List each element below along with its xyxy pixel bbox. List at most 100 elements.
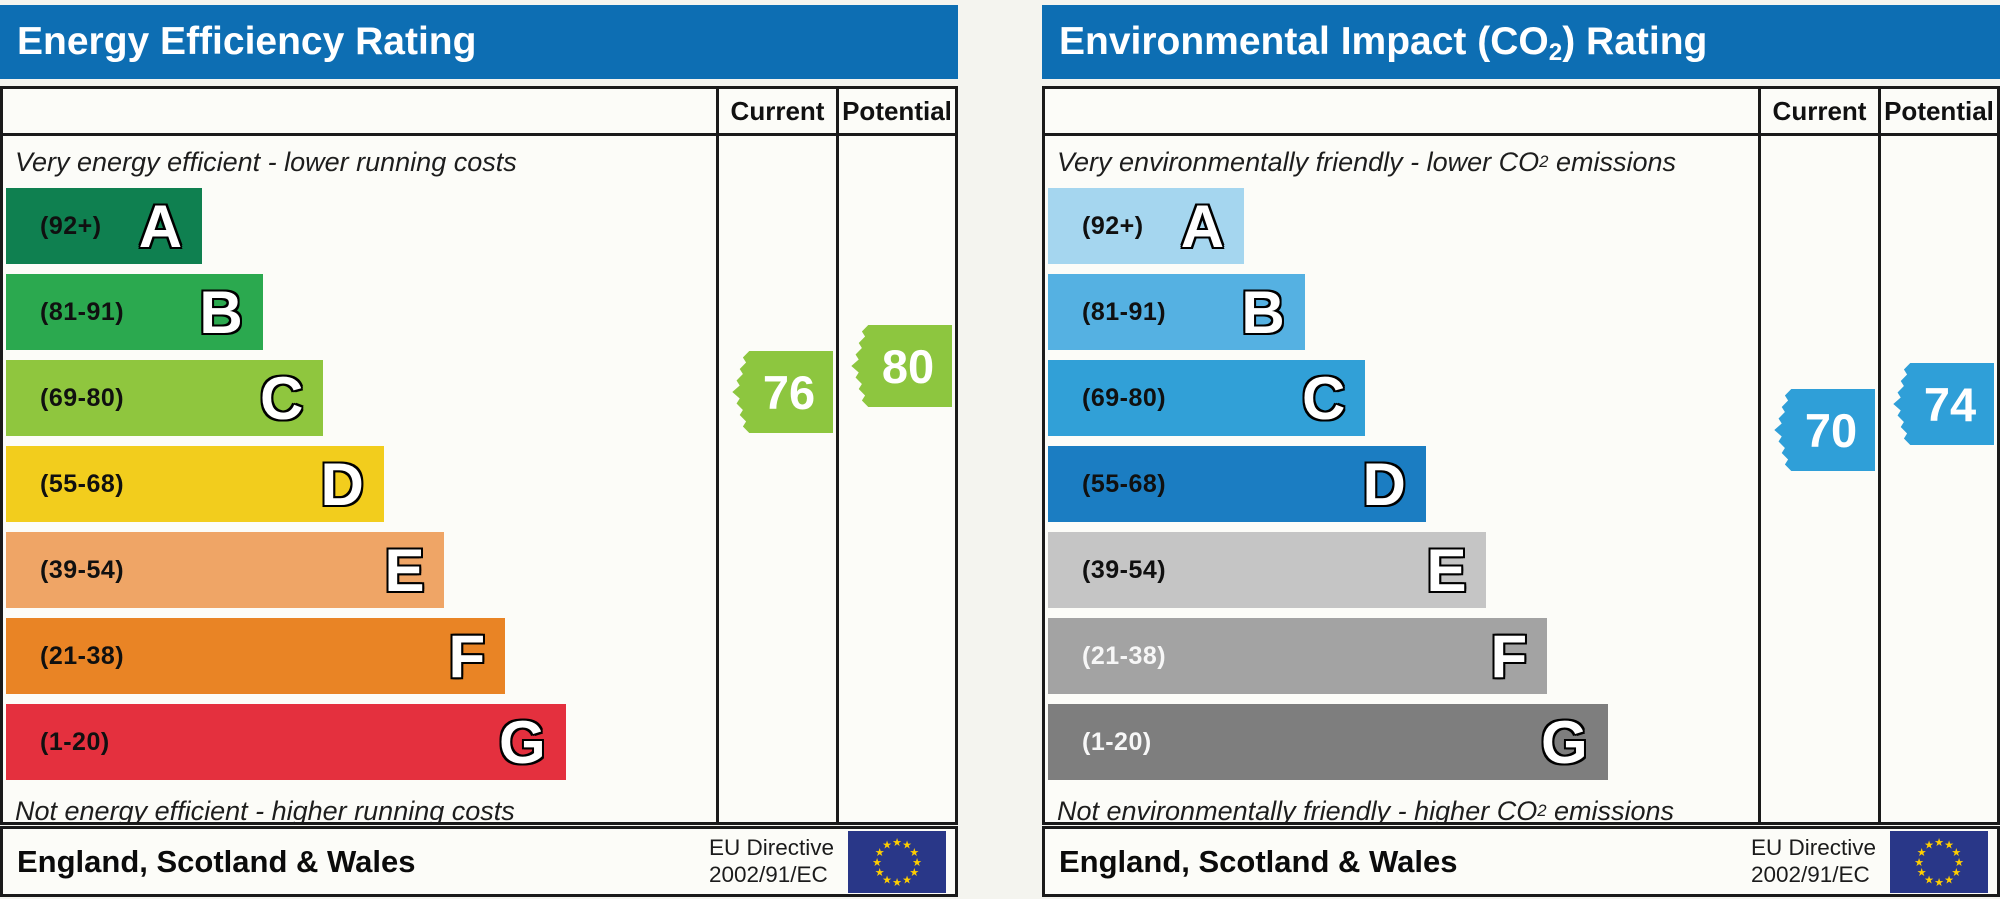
- band-b: (81-91) B: [1048, 274, 1305, 350]
- band-letter: E: [1426, 536, 1467, 604]
- svg-text:★: ★: [912, 856, 922, 869]
- svg-text:★: ★: [1954, 856, 1964, 869]
- caption-text: Not environmentally friendly - higher CO: [1057, 795, 1538, 823]
- svg-text:★: ★: [1944, 873, 1954, 886]
- potential-rating-arrow: 80: [851, 325, 952, 407]
- band-range-label: (92+): [1082, 211, 1144, 240]
- potential-rating-arrow: 74: [1893, 363, 1994, 445]
- band-range-label: (55-68): [1082, 469, 1167, 498]
- band-letter: C: [1301, 364, 1346, 432]
- band-range-label: (55-68): [40, 469, 125, 498]
- band-range-label: (39-54): [1082, 555, 1167, 584]
- band-range-label: (81-91): [1082, 297, 1167, 326]
- svg-text:★: ★: [872, 856, 882, 869]
- band-letter: B: [199, 278, 243, 346]
- svg-text:★: ★: [875, 866, 885, 879]
- band-letter: D: [320, 450, 364, 518]
- caption-suffix: emissions: [1546, 795, 1675, 823]
- current-rating-value: 70: [1804, 403, 1858, 457]
- environmental-bands-area: Very environmentally friendly - lower CO…: [1045, 136, 1761, 822]
- region-label: England, Scotland & Wales: [17, 843, 416, 879]
- current-rating-arrow: 70: [1774, 389, 1875, 471]
- current-column-header: Current: [1761, 89, 1881, 136]
- footer-bar: England, Scotland & Wales EU Directive 2…: [0, 826, 958, 897]
- band-letter: C: [259, 364, 304, 432]
- band-e: (39-54) E: [1048, 532, 1487, 608]
- environmental-impact-rating-chart: Environmental Impact (CO2) Rating Curren…: [1042, 0, 2000, 899]
- svg-text:★: ★: [1924, 873, 1934, 886]
- band-g: (1-20) G: [6, 704, 566, 780]
- eu-directive-line1: EU Directive: [1750, 834, 1876, 860]
- band-g: (1-20) G: [1048, 704, 1608, 780]
- potential-rating-value: 80: [881, 339, 935, 393]
- band-range-label: (1-20): [40, 727, 110, 756]
- band-d: (55-68) D: [6, 446, 384, 522]
- svg-text:★: ★: [1917, 846, 1927, 859]
- band-letter: A: [138, 192, 183, 260]
- svg-text:★: ★: [882, 838, 892, 851]
- band-range-label: (21-38): [1082, 641, 1167, 670]
- band-d: (55-68) D: [1048, 446, 1426, 522]
- band-c: (69-80) C: [6, 360, 324, 436]
- band-letter: G: [499, 708, 546, 776]
- band-letter: E: [384, 536, 425, 604]
- energy-rating-table: Current Potential Very energy efficient …: [0, 86, 958, 825]
- current-rating-cell: 70: [1761, 136, 1881, 822]
- band-f: (21-38) F: [6, 618, 506, 694]
- band-range-label: (81-91): [40, 297, 125, 326]
- current-rating-value: 76: [762, 365, 816, 419]
- eu-flag-icon: ★ ★★ ★★★ ★★★ ★★★: [1890, 830, 1988, 893]
- band-range-label: (92+): [40, 211, 102, 240]
- top-caption: Very energy efficient - lower running co…: [3, 136, 716, 188]
- band-b: (81-91) B: [6, 274, 263, 350]
- caption-subscript: 2: [1539, 152, 1549, 171]
- bottom-caption: Not environmentally friendly - higher CO…: [1045, 790, 1758, 823]
- page-title: Environmental Impact (CO: [1059, 20, 1549, 63]
- band-range-label: (21-38): [40, 641, 125, 670]
- caption-text: Not energy efficient - higher running co…: [15, 795, 515, 823]
- svg-text:★: ★: [1934, 836, 1944, 849]
- current-rating-arrow: 76: [732, 351, 833, 433]
- energy-efficiency-rating-chart: Energy Efficiency Rating Current Potenti…: [0, 0, 958, 899]
- eu-directive-label: EU Directive 2002/91/EC: [1751, 835, 1876, 888]
- potential-rating-cell: 74: [1881, 136, 1997, 822]
- caption-text: Very environmentally friendly - lower CO: [1057, 146, 1540, 177]
- potential-rating-cell: 80: [839, 136, 955, 822]
- svg-text:★: ★: [1944, 838, 1954, 851]
- band-letter: F: [448, 622, 486, 690]
- band-letter: F: [1490, 622, 1528, 690]
- eu-directive-label: EU Directive 2002/91/EC: [709, 835, 834, 888]
- svg-text:★: ★: [1934, 876, 1944, 889]
- eu-directive-line2: 2002/91/EC: [708, 861, 828, 887]
- top-caption: Very environmentally friendly - lower CO…: [1045, 136, 1758, 188]
- bottom-caption: Not energy efficient - higher running co…: [3, 790, 716, 823]
- svg-text:★: ★: [875, 846, 885, 859]
- eu-flag-icon: ★ ★★ ★★★ ★★★ ★★★: [848, 830, 946, 893]
- page-title: Energy Efficiency Rating: [17, 20, 477, 63]
- energy-title-bar: Energy Efficiency Rating: [0, 5, 958, 79]
- band-f: (21-38) F: [1048, 618, 1548, 694]
- band-letter: G: [1541, 708, 1588, 776]
- title-subscript: 2: [1548, 39, 1563, 67]
- svg-text:★: ★: [892, 876, 902, 889]
- svg-text:★: ★: [909, 846, 919, 859]
- environmental-rating-table: Current Potential Very environmentally f…: [1042, 86, 2000, 825]
- svg-text:★: ★: [1951, 866, 1961, 879]
- current-column-header: Current: [719, 89, 839, 136]
- current-rating-cell: 76: [719, 136, 839, 822]
- band-letter: B: [1241, 278, 1285, 346]
- corner-cell: [3, 89, 719, 136]
- band-range-label: (69-80): [1082, 383, 1167, 412]
- eu-directive-line2: 2002/91/EC: [1750, 861, 1870, 887]
- band-letter: D: [1362, 450, 1406, 518]
- eu-directive-line1: EU Directive: [708, 834, 834, 860]
- band-a: (92+) A: [6, 188, 203, 264]
- svg-text:★: ★: [1951, 846, 1961, 859]
- svg-text:★: ★: [902, 873, 912, 886]
- potential-rating-value: 74: [1923, 377, 1977, 431]
- band-c: (69-80) C: [1048, 360, 1366, 436]
- svg-text:★: ★: [1914, 856, 1924, 869]
- svg-text:★: ★: [882, 873, 892, 886]
- svg-text:★: ★: [909, 866, 919, 879]
